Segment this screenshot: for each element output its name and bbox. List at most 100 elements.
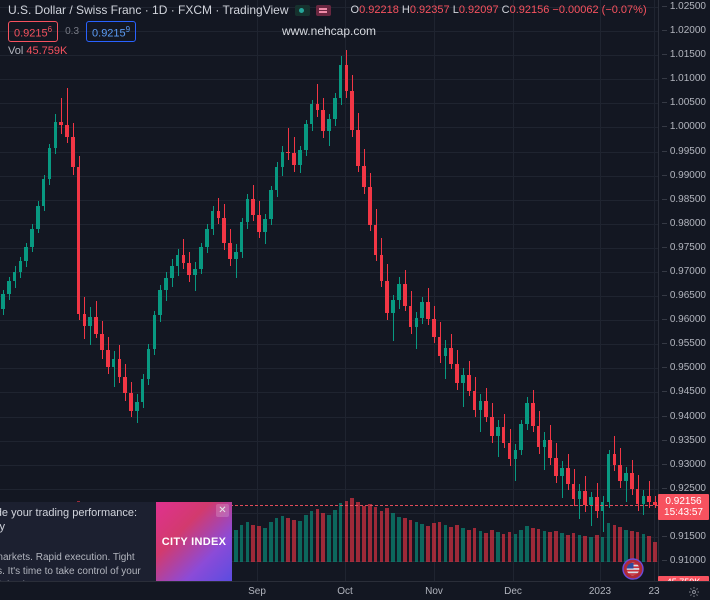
volume-bar [513,533,518,562]
price-tick: 0.96000 [661,315,706,325]
price-tick: 0.96500 [661,291,706,301]
candle-body [338,64,343,98]
candle-body [140,378,145,403]
candle-body [280,151,285,167]
promo-logo[interactable]: CITY INDEX ✕ [156,502,232,581]
volume-bar [286,517,291,562]
volume-bar [239,524,244,562]
volume-bar [367,504,372,562]
volume-bar [274,518,279,562]
chart-plot-area[interactable]: www.nehcap.com [0,0,658,581]
candle-body [117,358,122,378]
tick-dash [661,102,667,104]
candle-body [234,251,238,260]
gridline-h [0,200,658,201]
gridline-h [0,465,658,466]
volume-bar [629,531,634,562]
volume-bar [280,515,285,562]
volume-bar [577,535,582,562]
candle-body [560,467,564,477]
candle-body [88,317,93,326]
candle-body [513,450,518,459]
candle-body [391,299,395,314]
candle-body [105,350,110,368]
price-tick: 1.01000 [661,74,706,84]
tick-dash [661,487,667,489]
candle-body [367,187,372,225]
candle-body [624,473,628,482]
candle-wick [626,466,627,503]
gear-icon[interactable] [688,585,700,600]
candle-body [70,137,75,167]
candle-body [466,375,471,391]
candle-body [41,179,46,206]
gridline-h [0,344,658,345]
tick-dash [661,295,667,297]
volume-bar [548,532,553,562]
gridline-h [0,152,658,153]
tick-dash [661,54,667,56]
candle-body [111,358,116,368]
volume-bar [571,532,576,562]
candle-body [600,502,605,511]
candle-body [327,118,331,132]
candle-body [12,272,17,281]
candle-wick [445,340,446,379]
tick-dash [661,367,667,369]
candle-wick [416,311,417,350]
volume-bar [647,535,652,562]
volume-bar [490,530,494,562]
volume-bar [333,510,337,562]
volume-bar [554,530,558,562]
candle-wick [591,491,592,527]
candle-wick [67,87,68,143]
volume-bar [298,520,302,562]
candle-body [595,497,599,511]
candle-wick [463,368,464,407]
volume-bar [600,537,605,562]
time-axis[interactable]: Sep Oct Nov Dec 2023 23 [0,581,710,600]
candle-body [478,401,483,410]
candle-body [443,348,448,356]
candle-body [525,403,529,425]
gridline-h [0,489,658,490]
promo-banner[interactable]: rade your trading performance: City x + … [0,502,232,581]
candle-body [606,454,611,503]
gridline-h [0,417,658,418]
volume-bar [402,518,407,562]
candle-body [333,97,337,119]
tick-dash [661,6,667,7]
gridline-h [0,392,658,393]
chart-grid [0,0,658,581]
volume-bar [583,536,588,562]
volume-bar [356,502,360,562]
candle-body [507,442,512,459]
current-price-line [0,505,658,507]
gridline-h [0,441,658,442]
gridline-h [0,368,658,369]
candle-body [362,166,366,188]
tick-dash [661,560,667,562]
price-axis[interactable]: 0.92156 15:43:57 45.759K 1.025001.020001… [658,0,710,589]
gridline-h [0,55,658,56]
candle-body [583,490,588,506]
promo-text: rade your trading performance: City x + … [0,502,156,581]
candle-body [571,484,576,500]
promo-headline-line1: rade your trading performance: City [0,507,138,533]
candle-wick [498,420,499,457]
price-tick: 0.91000 [661,556,706,566]
volume-bar [379,510,384,562]
price-tick: 0.98500 [661,194,706,205]
candle-body [30,228,34,247]
gridline-v [345,0,346,581]
candle-body [36,205,40,229]
us-flag-icon[interactable] [622,558,644,585]
candle-wick [579,484,580,519]
volume-bar [565,534,570,562]
volume-bar [449,527,454,562]
volume-bar [641,534,646,562]
promo-body-line1: + markets. Rapid execution. Tight [0,552,135,563]
volume-bar [595,535,599,562]
price-tick: 0.97500 [661,242,706,253]
close-icon[interactable]: ✕ [216,504,229,517]
